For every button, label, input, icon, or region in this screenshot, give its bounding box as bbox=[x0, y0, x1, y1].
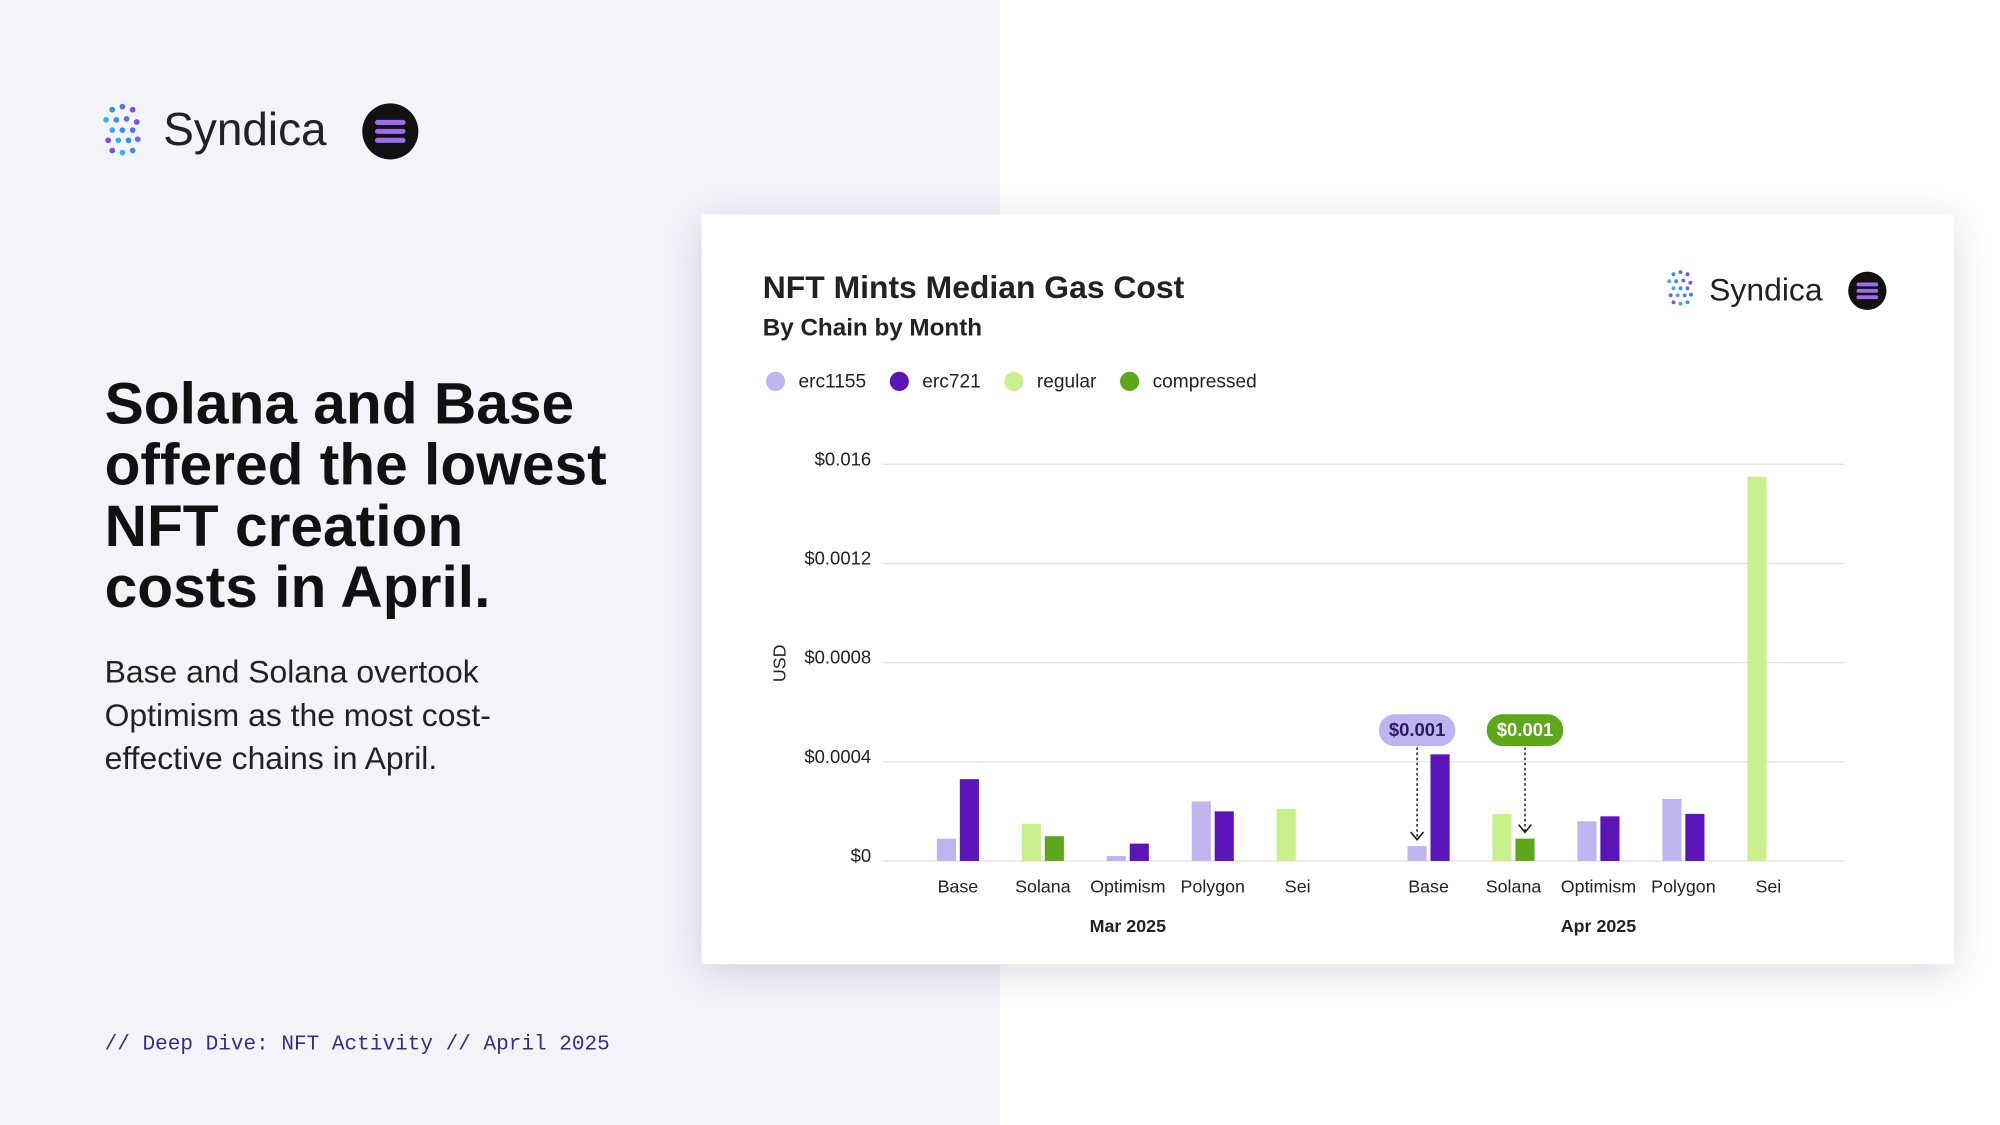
logo-dot bbox=[1678, 286, 1683, 291]
logo-dot bbox=[1668, 293, 1673, 298]
logo-dot bbox=[1685, 272, 1690, 277]
logo-dot bbox=[1681, 278, 1686, 283]
bar bbox=[1577, 821, 1597, 861]
logo-badge-icon bbox=[374, 119, 406, 143]
x-tick-label: Base bbox=[1408, 876, 1449, 896]
bar bbox=[1407, 846, 1427, 861]
logo-dot bbox=[125, 137, 132, 144]
logo-dot bbox=[129, 147, 136, 154]
logo-dot bbox=[119, 127, 126, 133]
logo-dot bbox=[1675, 293, 1680, 298]
bar bbox=[1515, 838, 1535, 861]
logo: Syndica bbox=[103, 103, 419, 160]
bar bbox=[1747, 476, 1767, 861]
logo-dot bbox=[1678, 301, 1683, 306]
bar bbox=[1021, 823, 1041, 861]
logo-dot bbox=[115, 137, 122, 144]
logo-dot bbox=[109, 127, 116, 133]
logo-dot bbox=[1685, 286, 1690, 291]
logo-dot bbox=[1688, 280, 1693, 285]
chart-title: NFT Mints Median Gas Cost bbox=[763, 269, 1185, 305]
logo-dot bbox=[1678, 270, 1683, 275]
logo-dot bbox=[119, 149, 126, 156]
headline: Solana and Base offered the lowest NFT c… bbox=[104, 369, 607, 620]
annotation-text: $0.001 bbox=[1497, 719, 1554, 740]
y-tick-label: $0.0012 bbox=[804, 548, 871, 569]
y-tick-label: $0.0008 bbox=[804, 647, 871, 668]
logo-dot bbox=[129, 127, 136, 133]
y-tick-label: $0 bbox=[851, 845, 872, 866]
annotation-arrowhead bbox=[1517, 824, 1533, 834]
x-tick-label: Solana bbox=[1486, 876, 1542, 896]
x-tick-label: Optimism bbox=[1090, 876, 1165, 896]
group-label: Apr 2025 bbox=[1561, 916, 1636, 936]
x-tick-label: Polygon bbox=[1651, 876, 1715, 896]
logo-text: Syndica bbox=[1709, 272, 1823, 308]
logo-dot bbox=[1674, 279, 1679, 284]
bar bbox=[1662, 798, 1682, 861]
logo-dot bbox=[123, 116, 130, 122]
annotation-badge bbox=[1378, 714, 1456, 747]
x-tick-label: Sei bbox=[1755, 876, 1781, 896]
body-text: Base and Solana overtook Optimism as the… bbox=[104, 654, 491, 777]
logo-dot bbox=[113, 117, 120, 123]
x-tick-label: Solana bbox=[1015, 876, 1071, 896]
bar bbox=[1685, 813, 1705, 861]
annotation-text: $0.001 bbox=[1389, 719, 1446, 740]
bar bbox=[1430, 754, 1450, 861]
x-tick-label: Optimism bbox=[1561, 876, 1636, 896]
logo-text: Syndica bbox=[163, 103, 327, 155]
legend-swatch bbox=[889, 371, 909, 391]
logo-dot bbox=[109, 106, 116, 113]
logo-dot bbox=[1685, 300, 1690, 305]
bar bbox=[1129, 843, 1149, 861]
logo-dot bbox=[1671, 286, 1676, 291]
logo-badge-icon bbox=[1856, 282, 1879, 300]
bar bbox=[936, 838, 956, 861]
card-logo: Syndica bbox=[1667, 270, 1887, 310]
logo-dot bbox=[1671, 272, 1676, 277]
y-axis-label: USD bbox=[769, 644, 789, 682]
bar bbox=[959, 779, 979, 861]
logo-dot bbox=[109, 147, 116, 154]
chart-card bbox=[701, 214, 1955, 965]
legend-label: compressed bbox=[1153, 372, 1257, 393]
bar bbox=[1044, 836, 1064, 861]
logo-dot bbox=[133, 119, 140, 125]
logo-dot bbox=[1667, 279, 1672, 284]
logo-dot bbox=[119, 103, 126, 110]
logo-dot bbox=[103, 117, 109, 123]
bar bbox=[1600, 816, 1620, 861]
bar bbox=[1191, 801, 1211, 861]
legend-label: erc721 bbox=[922, 372, 980, 393]
logo-dot bbox=[105, 137, 112, 144]
logo-dot bbox=[134, 136, 141, 143]
y-tick-label: $0.016 bbox=[815, 448, 872, 469]
bar bbox=[1276, 808, 1296, 861]
chart-subtitle: By Chain by Month bbox=[763, 314, 982, 341]
logo-dot bbox=[129, 106, 136, 113]
legend-label: erc1155 bbox=[798, 372, 866, 393]
footer: // Deep Dive: NFT Activity // April 2025 bbox=[104, 1031, 610, 1057]
x-tick-label: Base bbox=[938, 876, 979, 896]
logo-dot bbox=[1671, 300, 1676, 305]
bar bbox=[1106, 856, 1126, 861]
legend-swatch bbox=[1004, 371, 1024, 391]
group-label: Mar 2025 bbox=[1090, 916, 1166, 936]
bar bbox=[1492, 813, 1512, 861]
logo-dot bbox=[1682, 293, 1687, 298]
annotation-arrowhead bbox=[1410, 831, 1425, 842]
logo-dot bbox=[1689, 292, 1693, 297]
legend-label: regular bbox=[1037, 372, 1097, 393]
y-tick-label: $0.0004 bbox=[804, 746, 871, 767]
annotation-badge bbox=[1486, 714, 1564, 747]
bar bbox=[1214, 811, 1234, 861]
x-tick-label: Sei bbox=[1285, 876, 1311, 896]
legend-swatch bbox=[765, 371, 786, 391]
legend-swatch bbox=[1120, 371, 1140, 391]
x-tick-label: Polygon bbox=[1181, 876, 1245, 896]
